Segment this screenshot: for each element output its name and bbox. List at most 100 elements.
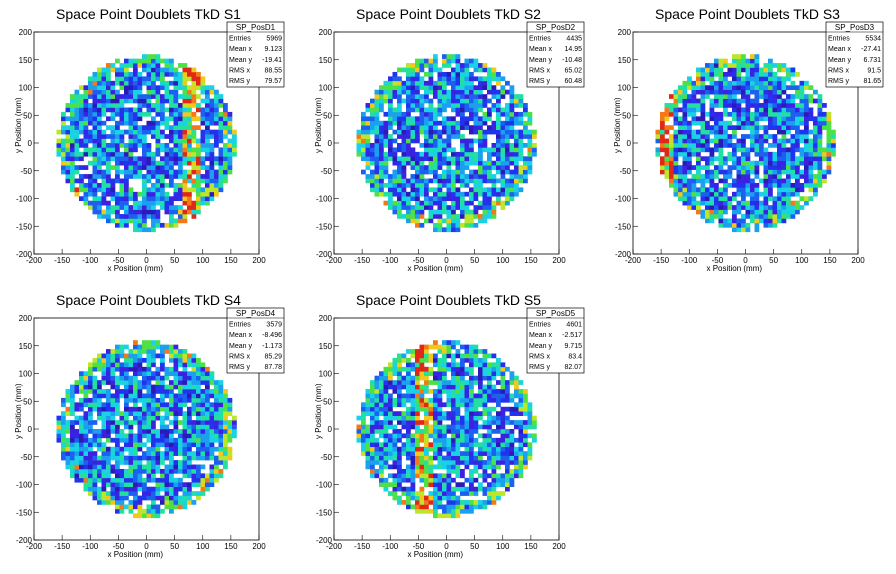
histogram-bin xyxy=(151,486,156,492)
histogram-bin xyxy=(428,389,434,394)
histogram-bin xyxy=(205,174,210,179)
histogram-bin xyxy=(437,455,443,461)
histogram-bin xyxy=(361,156,366,162)
histogram-bin xyxy=(92,196,98,202)
histogram-bin xyxy=(119,393,125,399)
histogram-bin xyxy=(223,389,228,394)
histogram-bin xyxy=(478,147,483,153)
histogram-bin xyxy=(741,120,746,126)
histogram-bin xyxy=(428,80,434,86)
histogram-bin xyxy=(133,468,138,474)
histogram-bin xyxy=(173,125,179,130)
histogram-bin xyxy=(205,486,210,492)
histogram-bin xyxy=(424,63,429,68)
stats-value: -10.48 xyxy=(562,57,582,64)
histogram-bin xyxy=(415,178,420,184)
histogram-bin xyxy=(397,353,402,359)
x-tick-label: 100 xyxy=(196,256,210,265)
histogram-bin xyxy=(160,397,165,403)
histogram-bin xyxy=(160,384,165,390)
histogram-bin xyxy=(446,209,452,215)
histogram-bin xyxy=(768,80,773,86)
histogram-bin xyxy=(437,138,443,144)
histogram-bin xyxy=(437,156,443,162)
histogram-bin xyxy=(799,138,805,144)
histogram-bin xyxy=(365,406,371,412)
histogram-bin xyxy=(160,187,165,193)
histogram-bin xyxy=(505,196,510,202)
histogram-bin xyxy=(478,200,483,206)
histogram-bin xyxy=(727,67,733,73)
histogram-bin xyxy=(173,362,179,368)
histogram-bin xyxy=(804,98,809,104)
histogram-bin xyxy=(155,174,161,179)
histogram-bin xyxy=(750,85,755,91)
histogram-bin xyxy=(723,222,728,228)
histogram-bin xyxy=(464,125,470,130)
histogram-bin xyxy=(106,182,111,188)
histogram-bin xyxy=(383,393,389,399)
histogram-bin xyxy=(137,468,143,474)
histogram-bin xyxy=(700,80,706,86)
histogram-bin xyxy=(379,182,384,188)
histogram-bin xyxy=(137,411,143,416)
histogram-bin xyxy=(763,80,769,86)
histogram-bin xyxy=(200,196,206,202)
histogram-bin xyxy=(786,85,791,91)
histogram-bin xyxy=(101,147,107,153)
histogram-bin xyxy=(133,222,138,228)
histogram-bin xyxy=(92,151,98,157)
histogram-bin xyxy=(187,437,192,443)
histogram-bin xyxy=(106,415,111,421)
histogram-bin xyxy=(437,222,443,228)
histogram-bin xyxy=(790,191,796,197)
histogram-bin xyxy=(79,455,84,461)
histogram-bin xyxy=(415,451,420,456)
histogram-bin xyxy=(415,222,420,228)
histogram-bin xyxy=(428,344,434,350)
histogram-bin xyxy=(804,156,809,162)
histogram-bin xyxy=(151,495,156,501)
histogram-bin xyxy=(65,429,71,434)
histogram-bin xyxy=(128,504,134,510)
histogram-bin xyxy=(741,134,746,139)
histogram-bin xyxy=(424,178,429,184)
histogram-bin xyxy=(401,384,407,390)
histogram-bin xyxy=(424,473,429,479)
histogram-bin xyxy=(804,80,809,86)
histogram-bin xyxy=(151,513,156,519)
histogram-bin xyxy=(187,76,192,82)
histogram-bin xyxy=(101,446,107,452)
x-axis-title: x Position (mm) xyxy=(407,264,463,273)
histogram-bin xyxy=(687,147,692,153)
histogram-bin xyxy=(500,160,506,166)
histogram-bin xyxy=(196,406,201,412)
histogram-bin xyxy=(410,147,416,153)
histogram-bin xyxy=(527,156,533,162)
histogram-bin xyxy=(388,111,393,117)
histogram-bin xyxy=(196,125,201,130)
histogram-bin xyxy=(687,129,692,135)
histogram-bin xyxy=(146,429,152,434)
histogram-bin xyxy=(97,156,102,162)
histogram-bin xyxy=(164,182,170,188)
histogram-bin xyxy=(723,71,728,77)
histogram-bin xyxy=(469,200,474,206)
histogram-bin xyxy=(759,200,764,206)
histogram-bin xyxy=(406,80,411,86)
histogram-bin xyxy=(88,402,93,408)
histogram-bin xyxy=(191,429,197,434)
histogram-bin xyxy=(392,80,398,86)
histogram-bin xyxy=(433,464,438,470)
histogram-bin xyxy=(361,134,366,139)
histogram-bin xyxy=(128,80,134,86)
histogram-bin xyxy=(370,402,375,408)
histogram-bin xyxy=(164,349,170,354)
histogram-bin xyxy=(142,380,147,385)
histogram-bin xyxy=(83,402,89,408)
histogram-bin xyxy=(200,455,206,461)
histogram-bin xyxy=(433,357,438,363)
histogram-bin xyxy=(214,389,219,394)
histogram-bin xyxy=(455,218,461,224)
histogram-bin xyxy=(146,165,152,170)
